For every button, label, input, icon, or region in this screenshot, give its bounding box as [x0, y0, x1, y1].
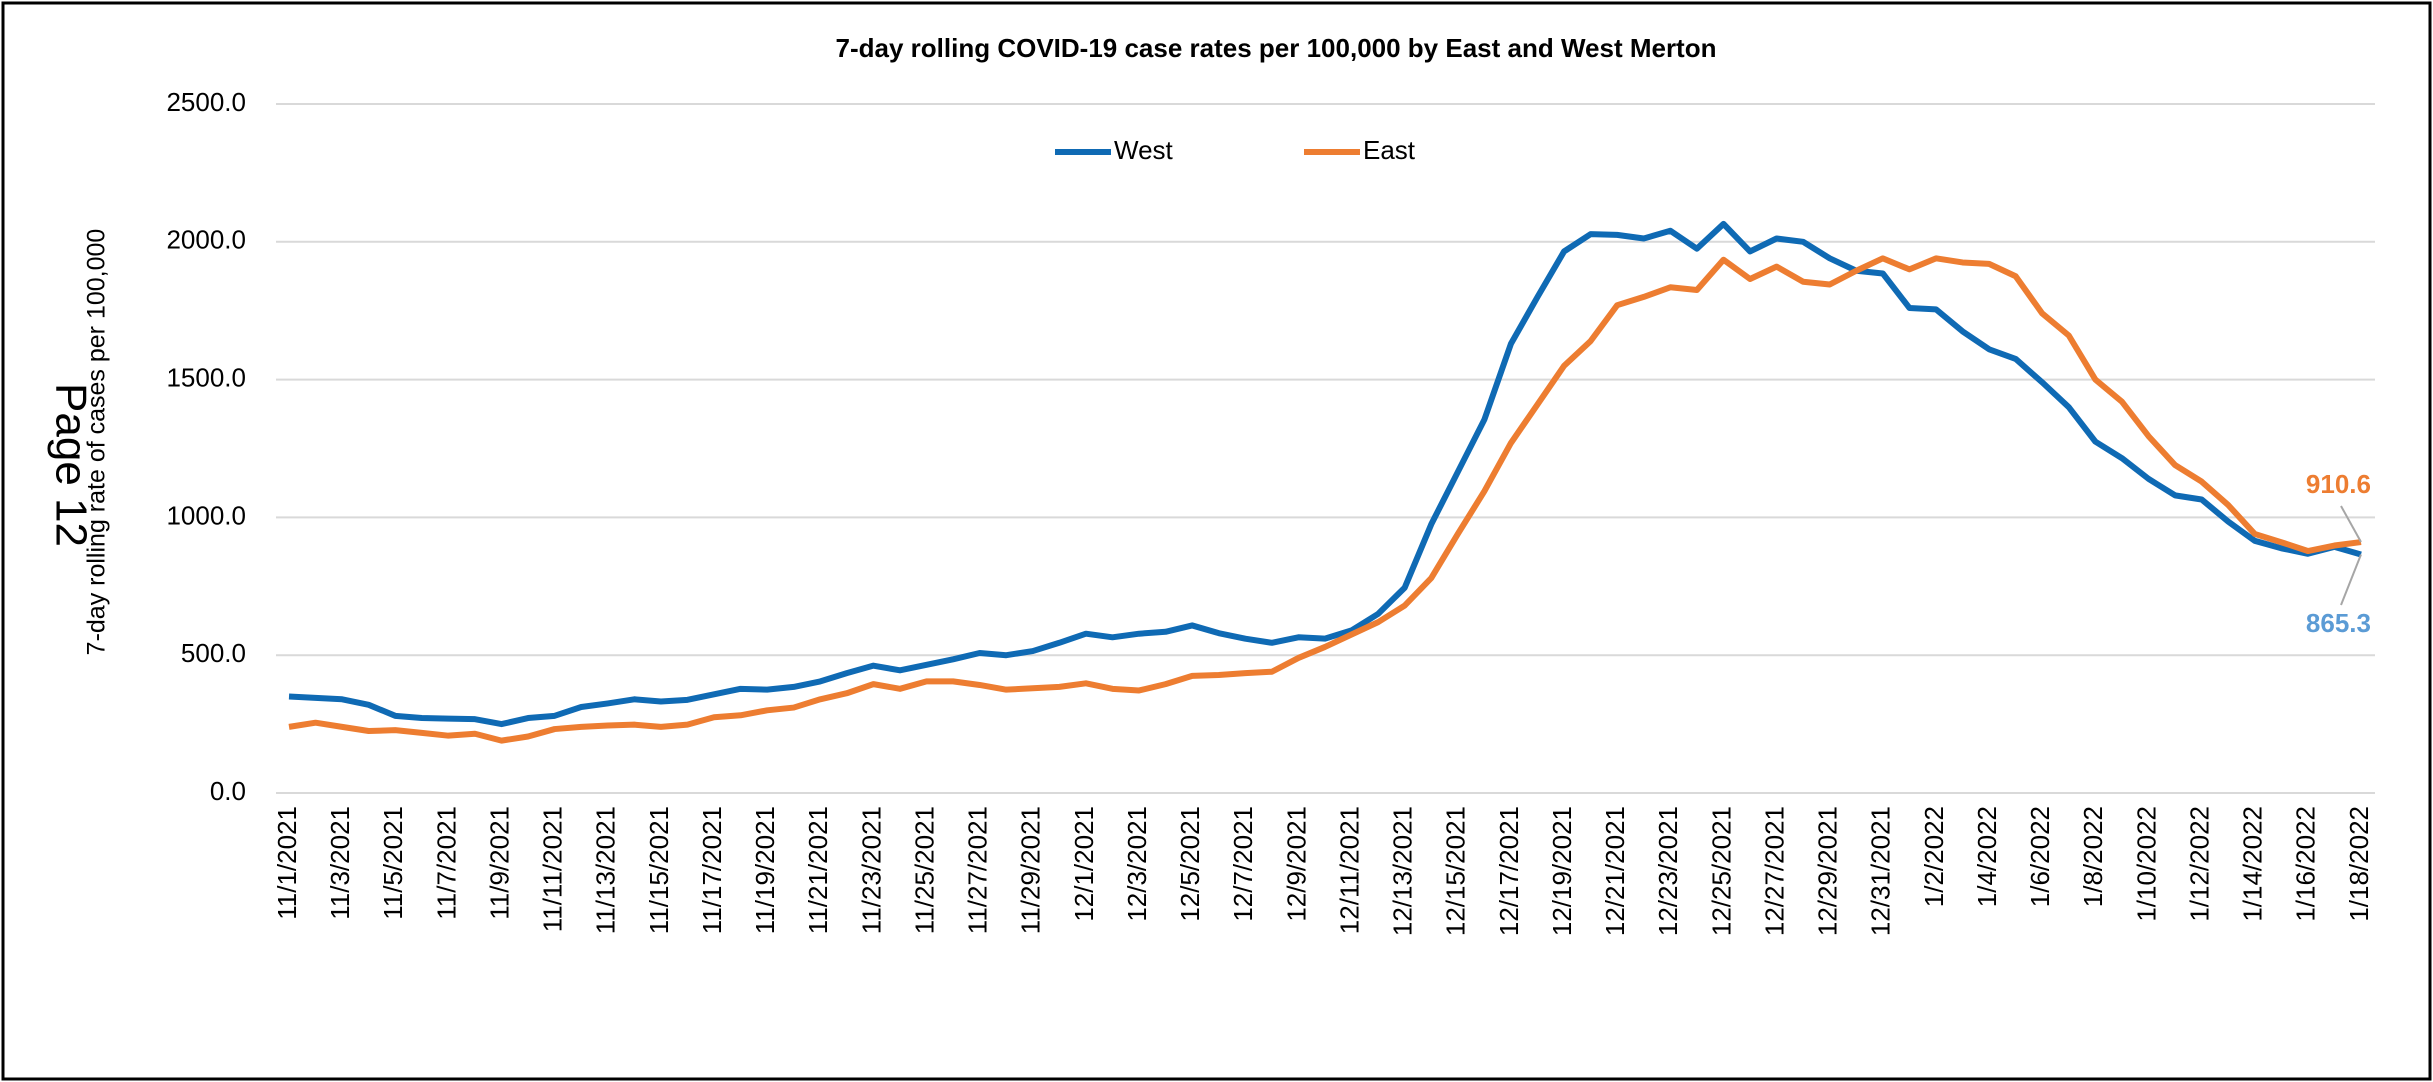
- x-tick-label: 11/25/2021: [909, 806, 939, 934]
- x-tick-label: 1/14/2022: [2238, 806, 2268, 922]
- leader-line: [2340, 554, 2362, 606]
- x-tick-label: 12/29/2021: [1813, 806, 1843, 936]
- y-tick-label: 0.0: [210, 776, 246, 806]
- x-tick-label: 1/10/2022: [2131, 806, 2161, 922]
- x-tick-label: 12/23/2021: [1653, 806, 1683, 936]
- x-tick-label: 1/4/2022: [1972, 806, 2002, 907]
- x-tick-label: 12/19/2021: [1547, 806, 1577, 936]
- x-tick-label: 11/21/2021: [803, 806, 833, 934]
- x-tick-label: 12/3/2021: [1122, 806, 1152, 922]
- x-tick-label: 12/1/2021: [1069, 806, 1099, 922]
- x-tick-label: 11/19/2021: [750, 806, 780, 934]
- x-tick-label: 11/23/2021: [856, 806, 886, 934]
- x-tick-label: 1/16/2022: [2291, 806, 2321, 922]
- x-tick-label: 11/15/2021: [644, 806, 674, 934]
- legend-label: East: [1363, 135, 1416, 165]
- x-tick-label: 12/13/2021: [1388, 806, 1418, 936]
- x-tick-label: 12/31/2021: [1866, 806, 1896, 936]
- x-tick-label: 12/15/2021: [1441, 806, 1471, 936]
- x-tick-label: 11/9/2021: [484, 806, 514, 920]
- data-line: [288, 255, 2362, 744]
- x-tick-label: 1/2/2022: [1919, 806, 1949, 907]
- y-axis-label: 7-day rolling rate of cases per 100,000: [83, 229, 111, 656]
- data-line: [288, 220, 2362, 728]
- x-tick-label: 11/13/2021: [591, 806, 621, 934]
- x-tick-label: 12/7/2021: [1228, 806, 1258, 922]
- y-tick-label: 1500.0: [166, 362, 246, 392]
- page-label: Page 12: [46, 383, 95, 547]
- chart-title: 7-day rolling COVID-19 case rates per 10…: [836, 33, 1717, 63]
- x-tick-label: 11/17/2021: [697, 806, 727, 934]
- x-tick-label: 12/27/2021: [1759, 806, 1789, 936]
- y-tick-label: 1000.0: [166, 500, 246, 530]
- x-tick-label: 11/1/2021: [272, 806, 302, 920]
- x-tick-label: 1/18/2022: [2344, 806, 2374, 922]
- x-tick-label: 12/11/2021: [1334, 806, 1364, 934]
- x-tick-label: 11/7/2021: [431, 806, 461, 920]
- leader-line: [2340, 505, 2362, 543]
- x-tick-label: 11/27/2021: [963, 806, 993, 934]
- x-tick-label: 12/21/2021: [1600, 806, 1630, 936]
- x-tick-label: 1/8/2022: [2078, 806, 2108, 907]
- x-tick-label: 11/5/2021: [378, 806, 408, 920]
- x-tick-label: 11/29/2021: [1016, 806, 1046, 934]
- x-tick-label: 12/17/2021: [1494, 806, 1524, 936]
- data-label: 865.3: [2306, 608, 2371, 638]
- x-tick-label: 11/3/2021: [325, 806, 355, 920]
- x-tick-label: 12/9/2021: [1281, 806, 1311, 922]
- legend-label: West: [1114, 135, 1174, 165]
- y-tick-label: 2500.0: [166, 87, 246, 117]
- x-tick-label: 1/12/2022: [2184, 806, 2214, 922]
- x-tick-label: 1/6/2022: [2025, 806, 2055, 907]
- data-label: 910.6: [2306, 469, 2371, 499]
- y-tick-label: 500.0: [181, 638, 246, 668]
- x-tick-label: 12/5/2021: [1175, 806, 1205, 922]
- y-tick-label: 2000.0: [166, 225, 246, 255]
- x-tick-label: 11/11/2021: [538, 806, 568, 932]
- x-tick-label: 12/25/2021: [1706, 806, 1736, 936]
